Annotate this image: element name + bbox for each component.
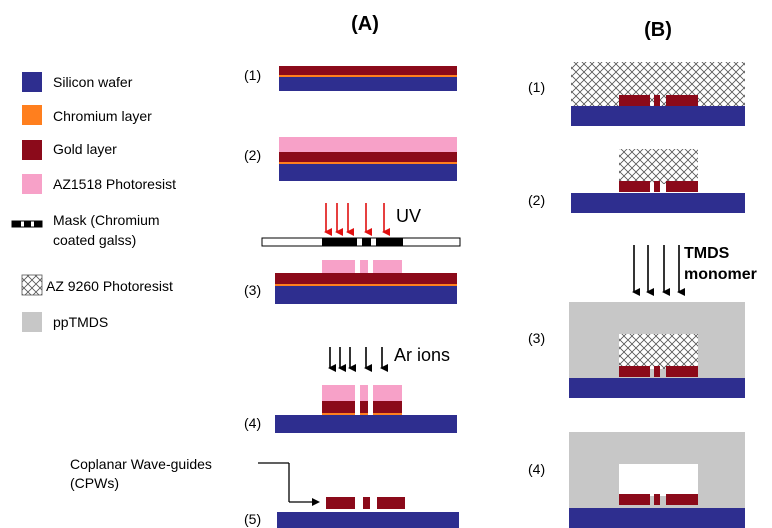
- uv-arrows: [324, 203, 390, 236]
- legend-label-gold: Gold layer: [53, 141, 117, 157]
- step-a3-label: (3): [244, 282, 261, 298]
- tmds-label-line2: monomer: [684, 266, 757, 283]
- legend-label-pptmds: ppTMDS: [53, 314, 108, 330]
- pptmds-swatch-icon: [22, 312, 42, 332]
- step-a1-label: (1): [244, 67, 261, 83]
- step-b4-label: (4): [528, 461, 545, 477]
- step-a5-label: (5): [244, 511, 261, 527]
- step-b3: (3): [528, 302, 745, 398]
- chromium-swatch-icon: [22, 105, 42, 125]
- legend-label-az1518: AZ1518 Photoresist: [53, 176, 176, 192]
- step-b2-label: (2): [528, 192, 545, 208]
- crosshatch-swatch-icon: [21, 274, 43, 296]
- step-a4-label: (4): [244, 415, 261, 431]
- legend-label-mask-line1: Mask (Chromium: [53, 212, 160, 228]
- mask-swatch-icon: [11, 220, 43, 228]
- ar-ions-label: Ar ions: [394, 345, 450, 365]
- legend-label-az9260: AZ 9260 Photoresist: [46, 278, 173, 294]
- cpw-label-line1: Coplanar Wave-guides: [70, 456, 212, 472]
- panel-a-title: (A): [351, 13, 379, 35]
- mask-plate: [261, 237, 461, 247]
- step-b3-label: (3): [528, 330, 545, 346]
- step-a5: (5): [244, 497, 459, 528]
- step-b2: (2): [528, 149, 745, 213]
- tmds-label-line1: TMDS: [684, 245, 730, 262]
- tmds-arrows: [632, 245, 685, 296]
- ar-ion-arrows: [328, 347, 388, 372]
- step-a2: (2): [244, 137, 457, 181]
- step-a3: (3): [244, 260, 457, 304]
- step-a2-label: (2): [244, 147, 261, 163]
- step-a1: (1): [244, 66, 457, 91]
- legend-label-mask-line2: coated galss): [53, 232, 136, 248]
- silicon-swatch-icon: [22, 72, 42, 92]
- uv-label: UV: [396, 206, 421, 226]
- cpw-pointer-arrow: [258, 462, 320, 506]
- az1518-swatch-icon: [22, 174, 42, 194]
- legend-label-silicon: Silicon wafer: [53, 74, 133, 90]
- step-b1: (1): [528, 62, 745, 126]
- gold-swatch-icon: [22, 140, 42, 160]
- step-b1-label: (1): [528, 79, 545, 95]
- panel-b-title: (B): [644, 19, 672, 41]
- step-a4: (4): [244, 385, 457, 433]
- step-b4: (4): [528, 432, 745, 528]
- legend-label-chromium: Chromium layer: [53, 108, 152, 124]
- cpw-label-line2: (CPWs): [70, 475, 119, 491]
- legend: Silicon wafer Chromium layer Gold layer …: [11, 72, 176, 332]
